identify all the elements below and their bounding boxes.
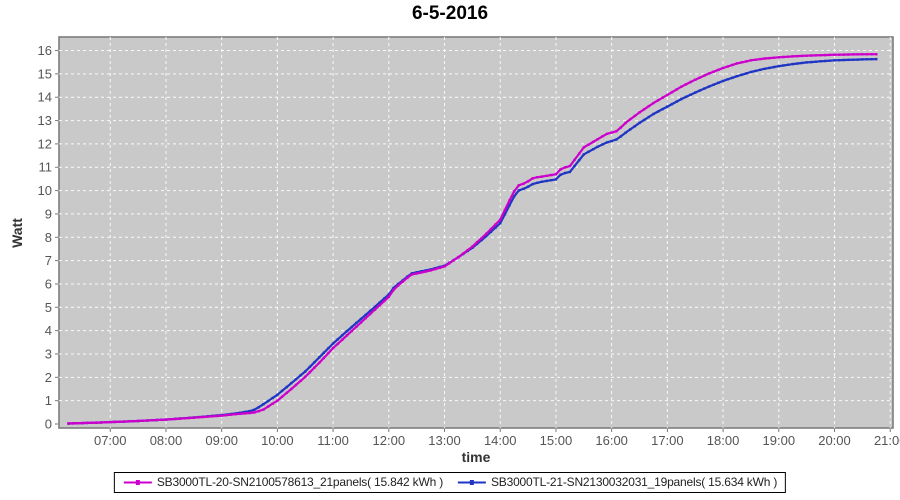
legend-label-series-1: SB3000TL-21-SN2130032031_19panels( 15.63… [491, 475, 778, 489]
legend-label-series-0: SB3000TL-20-SN2100578613_21panels( 15.84… [156, 475, 443, 489]
svg-text:16: 16 [38, 43, 52, 58]
svg-text:9: 9 [45, 206, 52, 221]
svg-text:18:00: 18:00 [707, 433, 740, 448]
series-1-line-swatch-icon [458, 479, 486, 485]
svg-text:21:00: 21:00 [874, 433, 900, 448]
legend-item-series-1: SB3000TL-21-SN2130032031_19panels( 15.63… [457, 475, 777, 489]
svg-text:07:00: 07:00 [94, 433, 127, 448]
legend: SB3000TL-20-SN2100578613_21panels( 15.84… [113, 472, 787, 493]
svg-text:1: 1 [45, 393, 52, 408]
svg-text:6: 6 [45, 276, 52, 291]
svg-text:0: 0 [45, 417, 52, 432]
svg-text:10:00: 10:00 [261, 433, 294, 448]
svg-text:7: 7 [45, 253, 52, 268]
svg-text:11: 11 [39, 160, 53, 175]
svg-text:12: 12 [38, 136, 52, 151]
svg-text:8: 8 [45, 230, 52, 245]
x-axis-title: time [461, 449, 491, 465]
svg-text:16:00: 16:00 [595, 433, 628, 448]
series-0-line-swatch-icon [123, 479, 152, 485]
svg-text:3: 3 [45, 346, 52, 361]
svg-text:20:00: 20:00 [818, 433, 851, 448]
svg-text:2: 2 [45, 370, 52, 385]
svg-text:14:00: 14:00 [484, 433, 517, 448]
svg-text:09:00: 09:00 [205, 433, 238, 448]
svg-text:4: 4 [45, 323, 52, 338]
svg-text:15: 15 [38, 66, 52, 81]
svg-text:13: 13 [38, 113, 52, 128]
svg-text:13:00: 13:00 [428, 433, 461, 448]
svg-text:11:00: 11:00 [317, 433, 349, 448]
svg-text:14: 14 [38, 90, 52, 105]
svg-text:12:00: 12:00 [373, 433, 406, 448]
svg-text:08:00: 08:00 [150, 433, 183, 448]
chart-title: 6-5-2016 [411, 3, 489, 24]
svg-text:5: 5 [45, 300, 52, 315]
svg-text:17:00: 17:00 [651, 433, 684, 448]
svg-text:10: 10 [38, 183, 52, 198]
svg-text:15:00: 15:00 [540, 433, 573, 448]
svg-text:19:00: 19:00 [763, 433, 796, 448]
legend-item-series-0: SB3000TL-20-SN2100578613_21panels( 15.84… [123, 475, 443, 489]
